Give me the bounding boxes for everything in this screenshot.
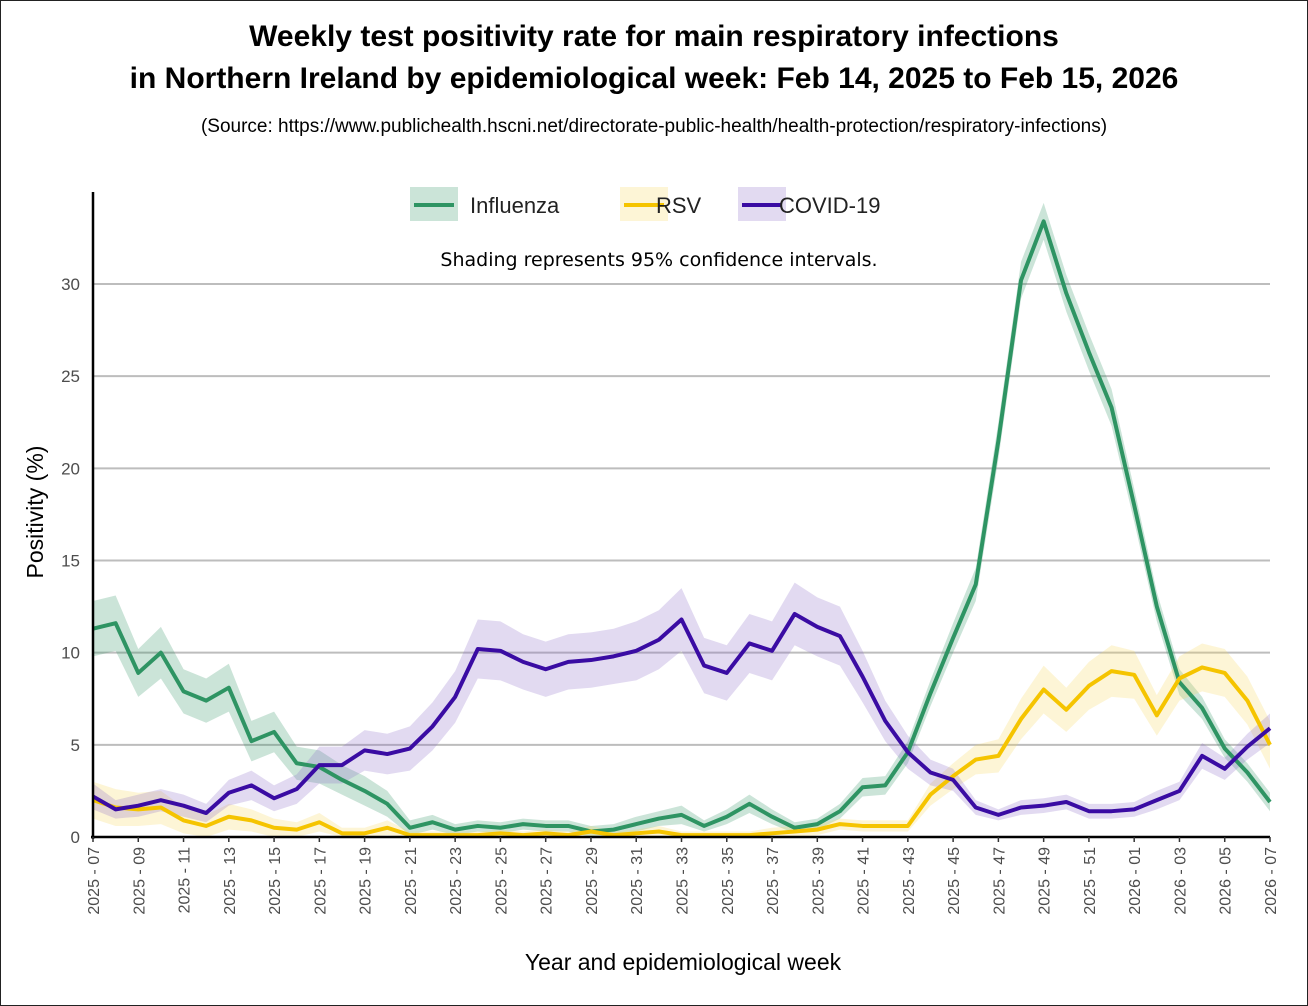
x-tick-label: 2025 - 31 bbox=[629, 847, 646, 915]
y-tick-label: 25 bbox=[61, 367, 80, 386]
ci-annotation: Shading represents 95% confidence interv… bbox=[440, 249, 877, 271]
x-tick-label: 2025 - 35 bbox=[720, 847, 737, 915]
x-tick-label: 2025 - 33 bbox=[675, 847, 692, 915]
x-tick-label: 2025 - 45 bbox=[946, 847, 963, 915]
x-tick-label: 2025 - 23 bbox=[448, 847, 465, 915]
legend-label: RSV bbox=[656, 193, 702, 218]
x-tick-label: 2025 - 07 bbox=[86, 847, 103, 915]
x-tick-label: 2025 - 49 bbox=[1037, 847, 1054, 915]
series-line-covid-19 bbox=[92, 611, 1272, 817]
x-tick-label: 2025 - 37 bbox=[765, 847, 782, 915]
y-tick-label: 30 bbox=[61, 275, 80, 294]
series-line-rsv bbox=[92, 665, 1272, 838]
x-tick-label: 2026 - 07 bbox=[1263, 847, 1280, 915]
x-tick-label: 2025 - 19 bbox=[358, 847, 375, 915]
y-tick-label: 10 bbox=[61, 644, 80, 663]
x-tick-label: 2025 - 47 bbox=[991, 847, 1008, 915]
legend-label: COVID-19 bbox=[779, 193, 880, 218]
x-tick-label: 2026 - 05 bbox=[1218, 847, 1235, 915]
x-tick-label: 2025 - 17 bbox=[312, 847, 329, 915]
x-tick-label: 2025 - 09 bbox=[131, 847, 148, 915]
x-axis-title: Year and epidemiological week bbox=[525, 949, 842, 975]
x-tick-label: 2025 - 27 bbox=[539, 847, 556, 915]
legend-label: Influenza bbox=[470, 193, 560, 218]
x-tick-label: 2025 - 13 bbox=[222, 847, 239, 915]
ci-band-rsv bbox=[93, 643, 1270, 837]
x-tick-label: 2025 - 25 bbox=[493, 847, 510, 915]
ci-band-influenza bbox=[93, 202, 1270, 838]
y-tick-label: 20 bbox=[61, 459, 80, 478]
y-tick-label: 15 bbox=[61, 552, 80, 571]
x-tick-label: 2026 - 01 bbox=[1127, 847, 1144, 915]
x-tick-label: 2025 - 51 bbox=[1082, 847, 1099, 915]
chart-title-line1: Weekly test positivity rate for main res… bbox=[249, 20, 1059, 53]
x-tick-label: 2025 - 29 bbox=[584, 847, 601, 915]
ci-band-covid-19 bbox=[93, 582, 1270, 823]
y-tick-label: 0 bbox=[71, 828, 80, 847]
series-line-influenza bbox=[92, 219, 1272, 834]
y-tick-label: 5 bbox=[71, 736, 80, 755]
x-tick-label: 2025 - 39 bbox=[810, 847, 827, 915]
y-axis-title: Positivity (%) bbox=[22, 446, 48, 579]
x-tick-label: 2026 - 03 bbox=[1172, 847, 1189, 915]
x-tick-label: 2025 - 21 bbox=[403, 847, 420, 915]
chart-title-line2: in Northern Ireland by epidemiological w… bbox=[129, 62, 1179, 95]
x-tick-label: 2025 - 11 bbox=[177, 847, 194, 914]
x-tick-label: 2025 - 15 bbox=[267, 847, 284, 915]
x-tick-label: 2025 - 43 bbox=[901, 847, 918, 915]
x-tick-label: 2025 - 41 bbox=[856, 847, 873, 915]
chart-subtitle: (Source: https://www.publichealth.hscni.… bbox=[200, 116, 1108, 137]
